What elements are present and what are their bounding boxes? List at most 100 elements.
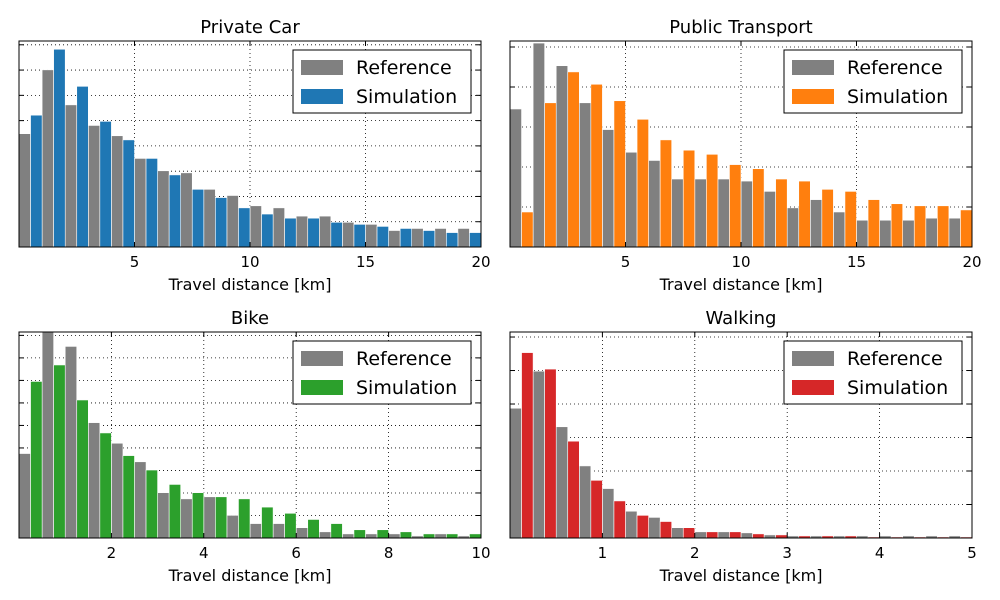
bar-reference [694, 531, 707, 539]
bar-simulation [521, 211, 534, 248]
bar-reference [342, 533, 355, 539]
bar-simulation [376, 226, 389, 248]
bar-simulation [238, 498, 251, 539]
x-tick-label: 10 [471, 544, 490, 562]
bar-simulation [99, 121, 112, 248]
bar-simulation [682, 149, 696, 248]
x-tick-label: 4 [875, 544, 885, 562]
bar-simulation [122, 139, 135, 248]
legend: Reference Simulation [292, 340, 472, 405]
bar-reference [925, 217, 938, 248]
bar-simulation [422, 230, 436, 248]
bar-reference [786, 207, 800, 248]
bar-simulation [261, 506, 274, 539]
bar-simulation [307, 519, 320, 539]
bar-simulation [567, 440, 580, 539]
bar-simulation [590, 83, 603, 248]
bar-simulation [145, 469, 158, 539]
bar-simulation [215, 496, 228, 539]
bar-reference [88, 125, 101, 248]
bar-reference [365, 533, 378, 539]
bar-simulation [544, 102, 557, 248]
bar-simulation [567, 71, 580, 248]
bar-reference [180, 172, 193, 248]
bar-simulation [399, 228, 412, 248]
bar-reference [434, 228, 447, 248]
bar-simulation [76, 86, 89, 248]
bar-simulation [399, 531, 412, 539]
bar-reference [434, 533, 447, 539]
bar-reference [249, 523, 262, 539]
bar-reference [509, 407, 522, 539]
legend-swatch-reference [792, 351, 834, 366]
legend-swatch-reference [301, 351, 343, 366]
bar-reference [64, 104, 78, 248]
bar-simulation [590, 480, 603, 539]
bar-reference [740, 180, 753, 248]
bar-simulation [682, 527, 696, 539]
x-tick-label: 5 [130, 253, 140, 271]
bar-simulation [636, 515, 649, 539]
bar-reference [318, 215, 332, 248]
bar-reference [625, 510, 638, 539]
bar-reference [509, 108, 522, 248]
bar-reference [625, 151, 638, 248]
bar-simulation [890, 203, 904, 248]
axes-frame [18, 331, 482, 539]
bar-simulation [937, 205, 950, 248]
bar-reference [457, 228, 470, 248]
x-tick-label: 3 [782, 544, 792, 562]
bar-simulation [659, 521, 673, 539]
bar-reference [879, 219, 892, 248]
bar-reference [203, 189, 216, 248]
x-tick-label: 4 [199, 544, 209, 562]
bar-simulation [446, 232, 459, 248]
chart-title: Walking [706, 308, 777, 329]
chart-panel: 5 10 15 20 Public Transport Travel distance [… [509, 17, 982, 294]
bar-simulation [659, 139, 673, 248]
bar-simulation [353, 224, 366, 248]
bar-simulation [284, 217, 297, 248]
bar-reference [157, 170, 170, 248]
chart-title: Bike [231, 308, 269, 329]
bar-simulation [307, 217, 320, 248]
x-tick-label: 10 [731, 253, 750, 271]
bar-simulation [706, 154, 719, 248]
bar-simulation [261, 213, 274, 248]
bar-reference [532, 42, 545, 248]
bar-reference [272, 523, 285, 539]
bar-reference [763, 191, 776, 248]
bar-reference [295, 527, 309, 539]
chart-panel: 1 2 3 4 5 Walking Travel distance [km] Referenc… [509, 308, 977, 585]
bar-reference [41, 69, 54, 248]
bar-reference [88, 422, 101, 539]
bar-reference [342, 221, 355, 248]
bar-reference [809, 199, 823, 248]
bar-reference [555, 426, 569, 539]
bar-simulation [613, 100, 626, 248]
chart-panel: 2 4 6 8 10 Bike Travel distance [km] Reference S… [18, 308, 491, 585]
x-tick-label: 20 [471, 253, 490, 271]
bar-simulation [752, 533, 765, 539]
bar-simulation [960, 209, 973, 248]
bar-simulation [145, 158, 158, 248]
bar-reference [203, 496, 216, 539]
bar-simulation [99, 432, 112, 539]
bar-reference [555, 65, 569, 248]
bar-reference [648, 517, 661, 539]
legend-label: Reference [847, 57, 943, 79]
bar-simulation [238, 207, 251, 248]
bar-reference [111, 442, 124, 539]
bar-reference [578, 102, 592, 248]
bar-simulation [729, 531, 742, 539]
bar-simulation [122, 455, 135, 539]
bar-simulation [706, 531, 719, 539]
bar-simulation [521, 352, 534, 539]
bar-reference [64, 346, 78, 539]
legend-label: Reference [847, 348, 943, 370]
x-axis-label: Travel distance [km] [659, 566, 823, 585]
bar-reference [717, 178, 730, 248]
bar-simulation [30, 114, 43, 248]
legend-label: Simulation [356, 377, 457, 399]
